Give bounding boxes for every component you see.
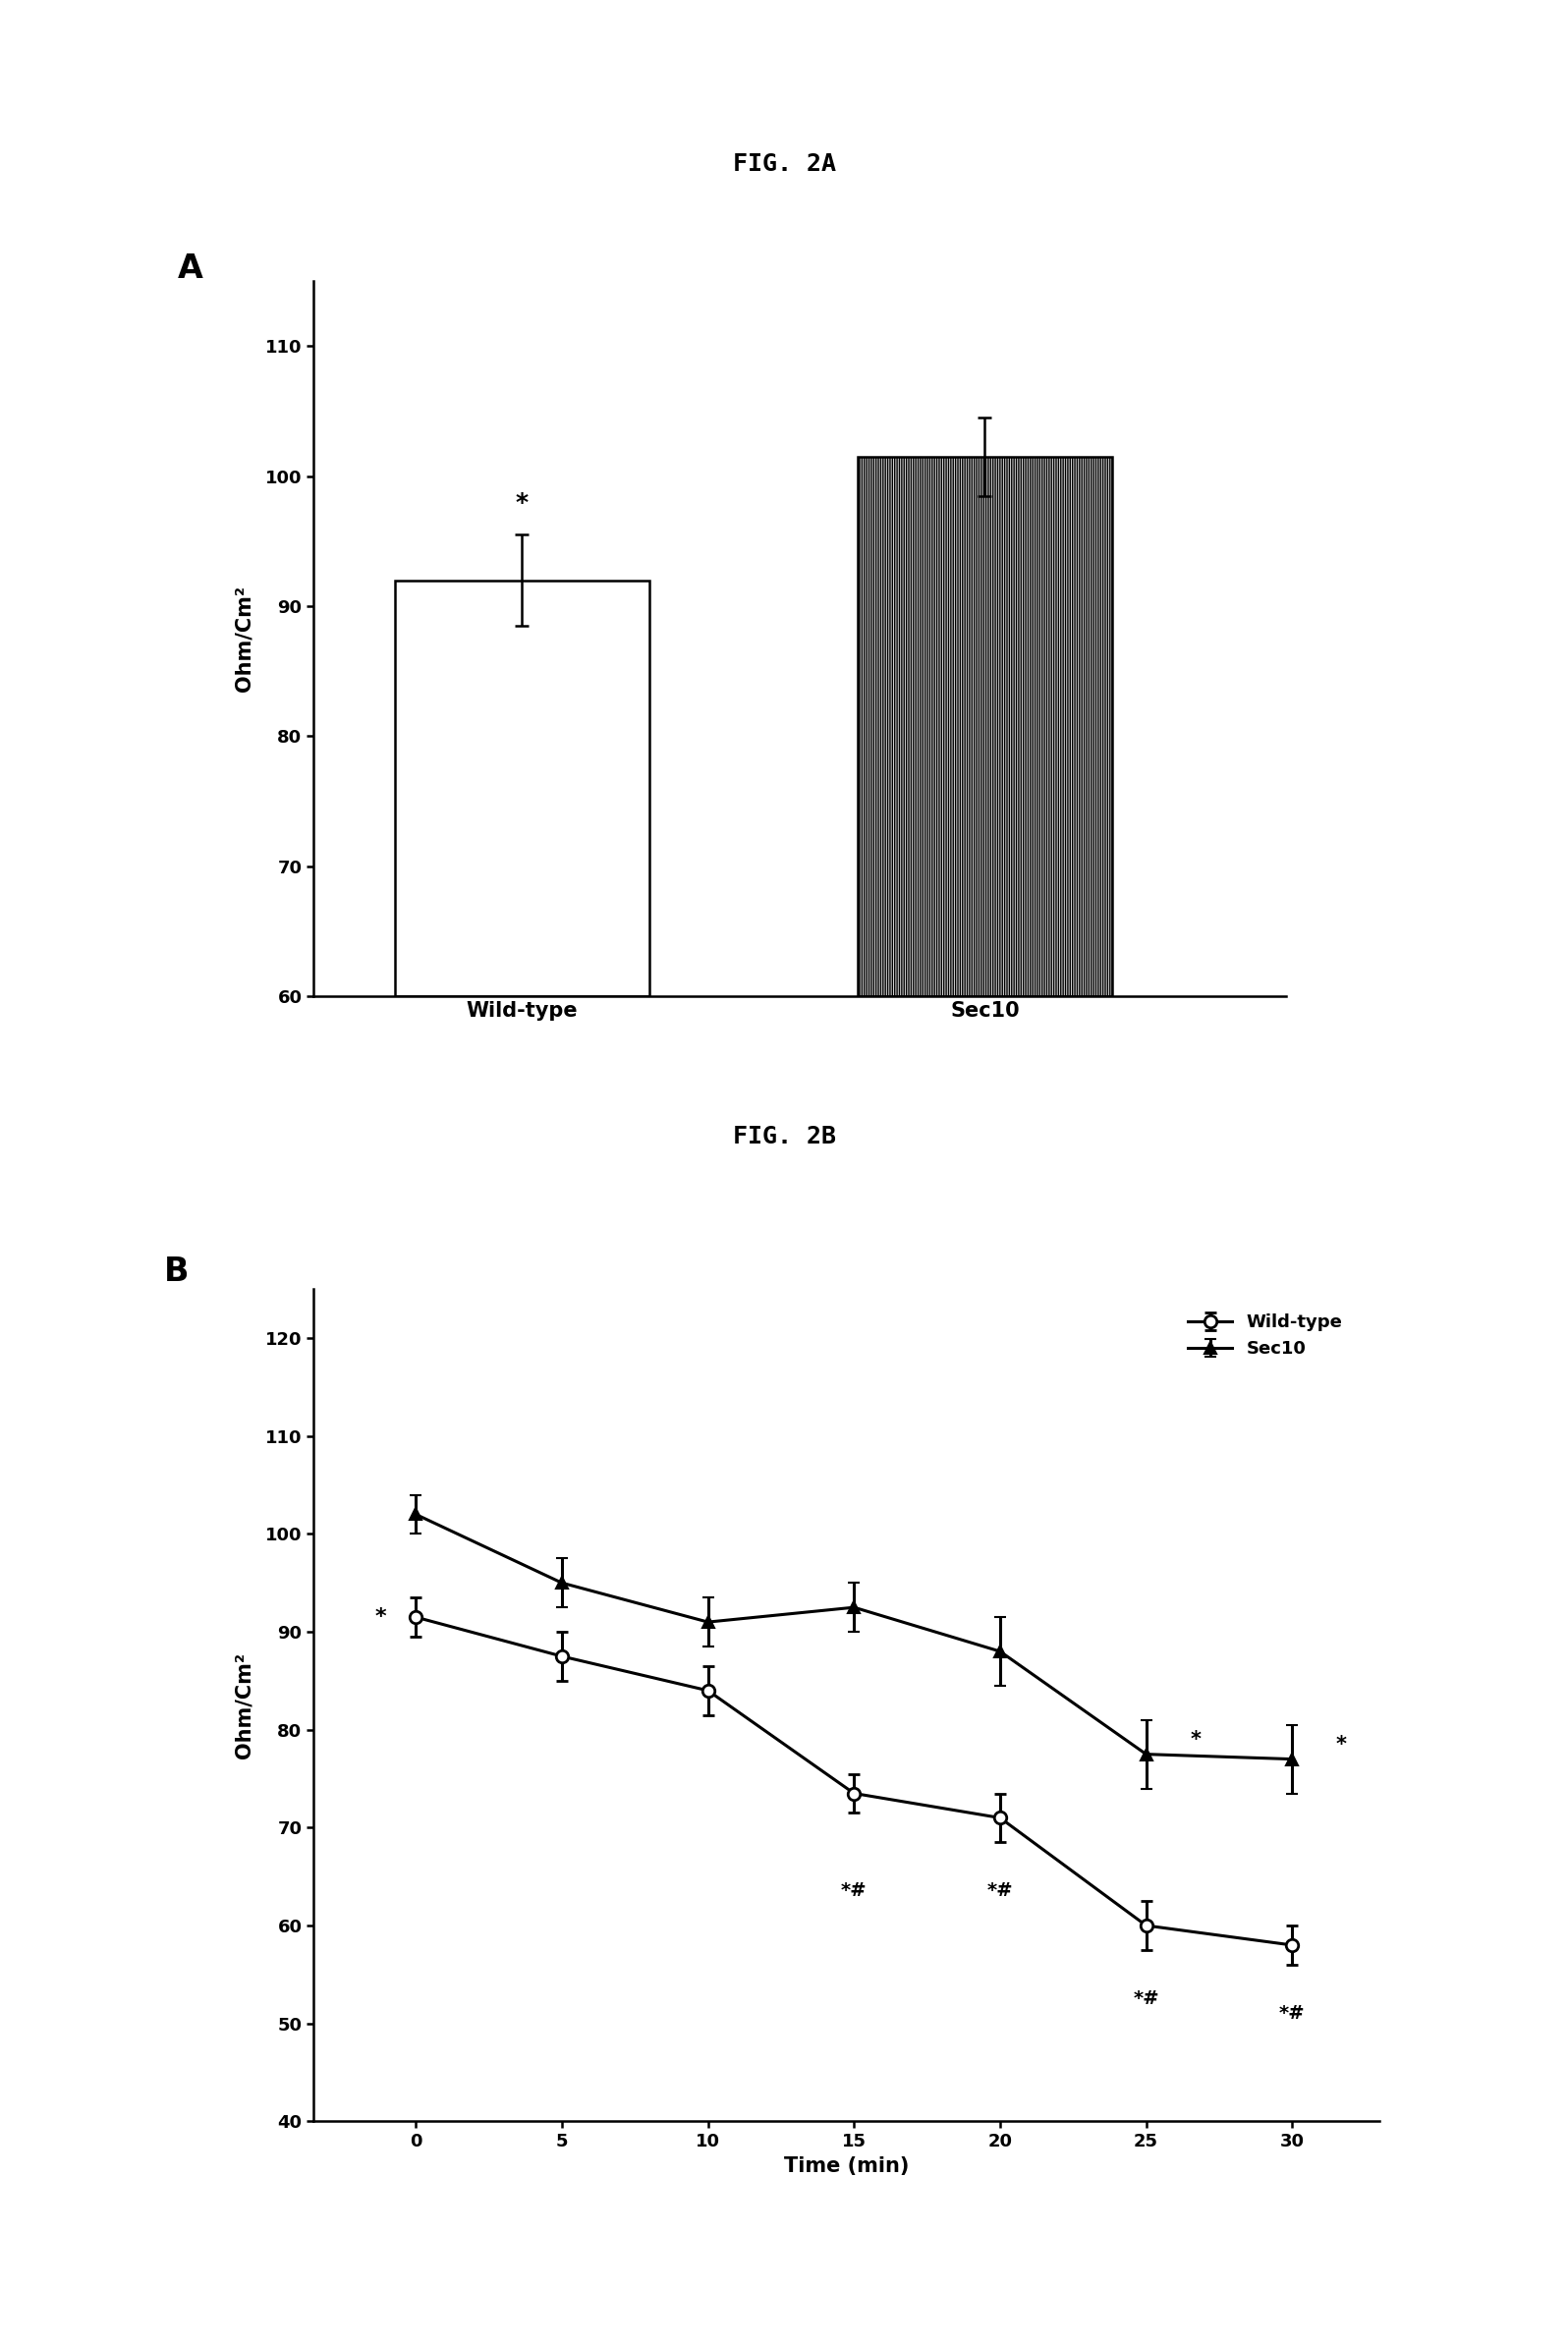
X-axis label: Time (min): Time (min) <box>784 2156 909 2175</box>
Text: B: B <box>165 1256 190 1289</box>
Text: *#: *# <box>1134 1990 1159 2009</box>
Text: FIG. 2A: FIG. 2A <box>732 152 836 176</box>
Text: FIG. 2B: FIG. 2B <box>732 1125 836 1149</box>
Text: *: * <box>375 1608 386 1627</box>
Text: *: * <box>1336 1735 1347 1753</box>
Text: *: * <box>516 492 528 516</box>
Bar <box>395 581 649 996</box>
Legend: Wild-type, Sec10: Wild-type, Sec10 <box>1181 1306 1350 1364</box>
Bar <box>858 457 1112 996</box>
Text: A: A <box>177 253 202 286</box>
Text: *#: *# <box>1279 2004 1305 2023</box>
Text: *#: *# <box>986 1882 1013 1901</box>
Text: *: * <box>1190 1730 1201 1749</box>
Y-axis label: Ohm/Cm²: Ohm/Cm² <box>235 586 254 691</box>
Text: *#: *# <box>840 1882 867 1901</box>
Y-axis label: Ohm/Cm²: Ohm/Cm² <box>235 1653 254 1758</box>
